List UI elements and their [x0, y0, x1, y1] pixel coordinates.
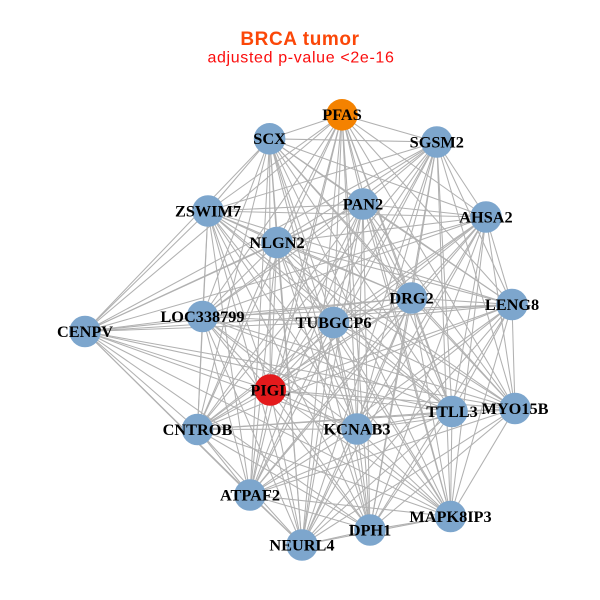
- svg-text:PFAS: PFAS: [322, 105, 362, 124]
- svg-text:TUBGCP6: TUBGCP6: [296, 313, 372, 332]
- svg-text:CENPV: CENPV: [57, 322, 113, 341]
- svg-text:PIGL: PIGL: [250, 380, 290, 399]
- svg-text:MAPK8IP3: MAPK8IP3: [409, 507, 491, 526]
- svg-text:NEURL4: NEURL4: [269, 535, 334, 554]
- svg-text:DPH1: DPH1: [349, 520, 392, 539]
- svg-text:PAN2: PAN2: [343, 194, 383, 213]
- svg-text:KCNAB3: KCNAB3: [324, 419, 391, 438]
- svg-text:LOC338799: LOC338799: [160, 307, 244, 326]
- svg-text:AHSA2: AHSA2: [459, 207, 512, 226]
- svg-text:MYO15B: MYO15B: [482, 399, 549, 418]
- svg-text:LENG8: LENG8: [485, 295, 539, 314]
- svg-text:TTLL3: TTLL3: [426, 402, 478, 421]
- svg-text:SGSM2: SGSM2: [410, 132, 464, 151]
- svg-text:DRG2: DRG2: [389, 288, 433, 307]
- svg-text:SCX: SCX: [253, 129, 286, 148]
- svg-text:CNTROB: CNTROB: [163, 420, 233, 439]
- svg-text:adjusted p-value <2e-16: adjusted p-value <2e-16: [207, 50, 394, 67]
- svg-text:ZSWIM7: ZSWIM7: [175, 201, 241, 220]
- svg-text:NLGN2: NLGN2: [249, 233, 304, 252]
- svg-text:BRCA tumor: BRCA tumor: [240, 29, 359, 50]
- svg-text:ATPAF2: ATPAF2: [220, 485, 280, 504]
